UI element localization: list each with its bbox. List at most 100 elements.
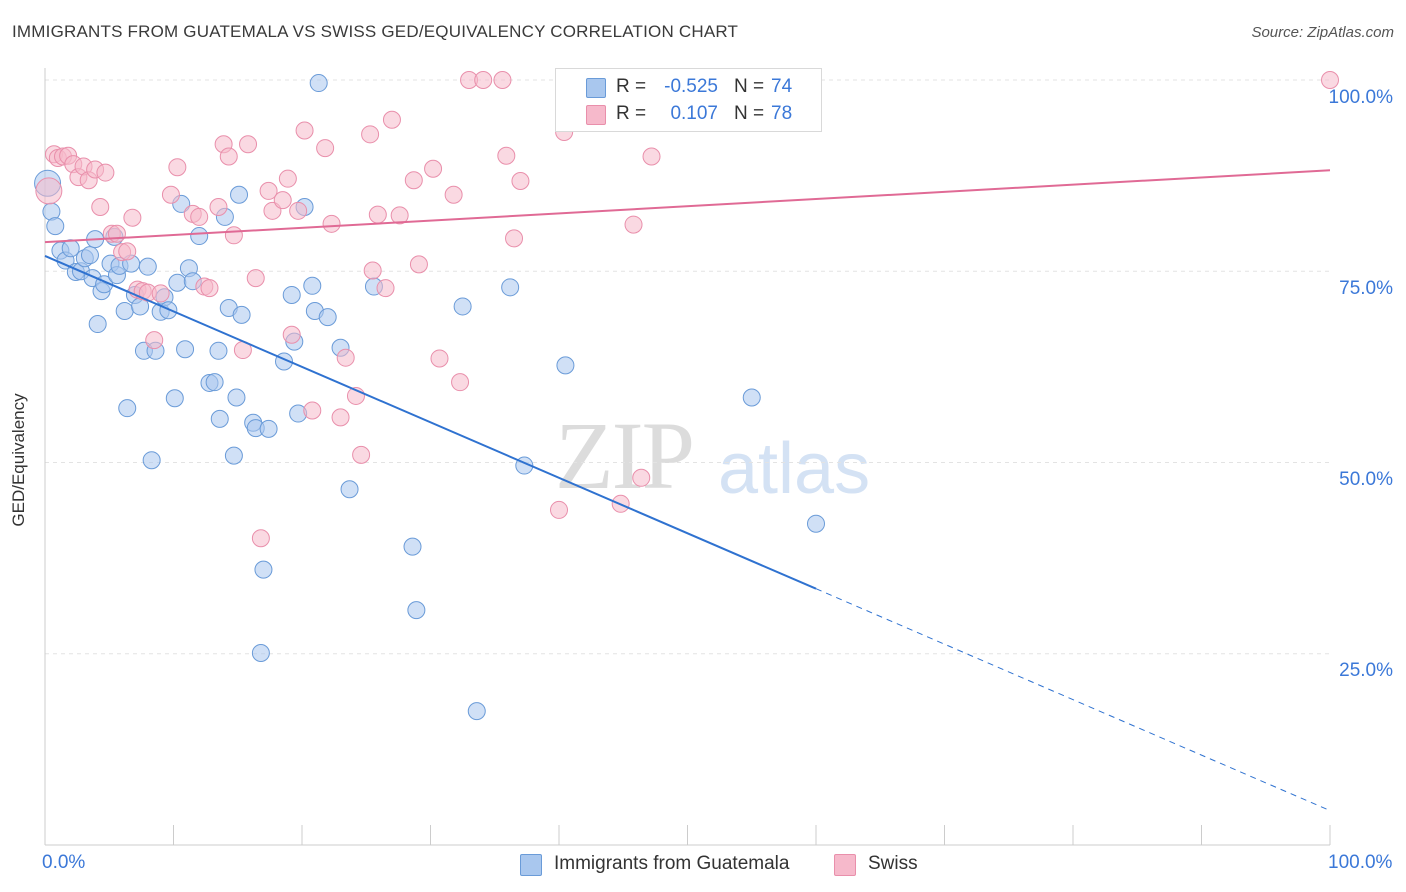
swiss-point — [118, 242, 137, 261]
guatemala-point — [254, 560, 273, 579]
guatemala-point — [115, 302, 134, 321]
swiss-point — [322, 214, 341, 233]
y-axis-title: GED/Equivalency — [9, 393, 28, 527]
chart-source: Source: ZipAtlas.com — [1251, 24, 1394, 41]
swiss-point — [145, 331, 164, 350]
swiss-point — [168, 158, 187, 177]
guatemala-trend-line — [44, 255, 817, 590]
guatemala-point — [80, 246, 99, 265]
swiss-point — [511, 171, 530, 190]
guatemala-point — [556, 356, 575, 375]
swiss-point — [91, 197, 110, 216]
guatemala-point — [318, 308, 337, 327]
legend-r-value: 0.107 — [670, 103, 718, 124]
x-tick-label-0: 0.0% — [42, 852, 86, 873]
legend-row-swiss: R = 0.107 N = 78 — [556, 101, 821, 127]
legend-swatch-blue — [586, 78, 606, 98]
guatemala-point — [165, 389, 184, 408]
guatemala-point — [259, 419, 278, 438]
guatemala-point — [303, 276, 322, 295]
watermark-zip: ZIP — [555, 402, 695, 509]
swiss-point — [493, 71, 512, 89]
guatemala-point — [61, 239, 80, 258]
swiss-point — [278, 169, 297, 188]
swiss-point — [390, 206, 409, 225]
guatemala-point — [190, 227, 209, 246]
guatemala-point — [501, 278, 520, 297]
swiss-point — [404, 171, 423, 190]
guatemala-point — [282, 285, 301, 304]
swiss-point — [190, 207, 209, 226]
swiss-point — [295, 121, 314, 140]
swiss-point — [161, 185, 180, 204]
swiss-trend-line — [44, 169, 1331, 244]
swiss-point — [289, 201, 308, 220]
legend-n-value: 78 — [771, 103, 793, 124]
legend-n-label: N = — [734, 76, 765, 97]
bottom-legend-label: Immigrants from Guatemala — [554, 853, 790, 874]
guatemala-point — [742, 388, 761, 407]
swiss-point — [239, 135, 258, 154]
swiss-point — [632, 468, 651, 487]
legend-n-label: N = — [734, 103, 765, 124]
watermark-atlas: atlas — [718, 429, 871, 509]
bottom-legend-label: Swiss — [868, 853, 918, 874]
guatemala-point — [227, 388, 246, 407]
swiss-point — [505, 229, 524, 248]
swiss-point — [259, 181, 278, 200]
legend-r-label: R = — [616, 76, 647, 97]
swiss-point — [1321, 71, 1339, 89]
swiss-point — [316, 139, 335, 158]
guatemala-point — [407, 601, 426, 620]
legend-r-label: R = — [616, 103, 647, 124]
swiss-point — [151, 284, 170, 303]
legend-swatch-pink — [586, 105, 606, 125]
swiss-point — [444, 185, 463, 204]
swiss-point — [331, 408, 350, 427]
swiss-point — [123, 208, 142, 227]
swiss-point — [224, 226, 243, 245]
legend-n-value: 74 — [771, 76, 793, 97]
guatemala-point — [138, 257, 157, 276]
guatemala-point — [224, 446, 243, 465]
guatemala-point — [176, 340, 195, 359]
y-tick-label-50: 50.0% — [1339, 469, 1393, 490]
guatemala-point — [46, 217, 65, 236]
guatemala-point — [403, 537, 422, 556]
legend-row-guatemala: R = -0.525 N = 74 — [556, 74, 821, 100]
guatemala-point — [340, 480, 359, 499]
swiss-point — [303, 401, 322, 420]
guatemala-point — [230, 185, 249, 204]
guatemala-point — [807, 514, 825, 533]
stats-legend: R = -0.525 N = 74 R = 0.107 N = 78 — [555, 68, 822, 132]
guatemala-point — [251, 643, 270, 662]
swiss-point — [430, 349, 449, 368]
swiss-point — [497, 146, 516, 165]
swiss-point — [368, 205, 387, 224]
guatemala-point — [453, 297, 472, 316]
guatemala-point — [142, 451, 161, 470]
swiss-point — [376, 279, 395, 298]
swiss-point — [424, 159, 443, 178]
guatemala-point — [210, 409, 229, 428]
swiss-point — [282, 325, 301, 344]
bottom-legend-swatch-blue — [520, 854, 542, 876]
legend-r-value: -0.525 — [664, 76, 718, 97]
swiss-point — [273, 191, 292, 210]
swiss-point — [363, 261, 382, 280]
chart-title: IMMIGRANTS FROM GUATEMALA VS SWISS GED/E… — [12, 22, 739, 41]
y-tick-label-25: 25.0% — [1339, 660, 1393, 681]
swiss-point — [219, 147, 238, 166]
swiss-point — [624, 215, 643, 234]
guatemala-point — [88, 315, 107, 334]
swiss-point — [409, 255, 428, 274]
swiss-point — [246, 269, 265, 288]
swiss-point — [200, 279, 219, 298]
swiss-point — [96, 163, 115, 182]
guatemala-point — [467, 702, 486, 721]
swiss-point — [361, 125, 380, 144]
swiss-point — [251, 529, 270, 548]
swiss-point — [336, 348, 355, 367]
swiss-point — [209, 197, 228, 216]
